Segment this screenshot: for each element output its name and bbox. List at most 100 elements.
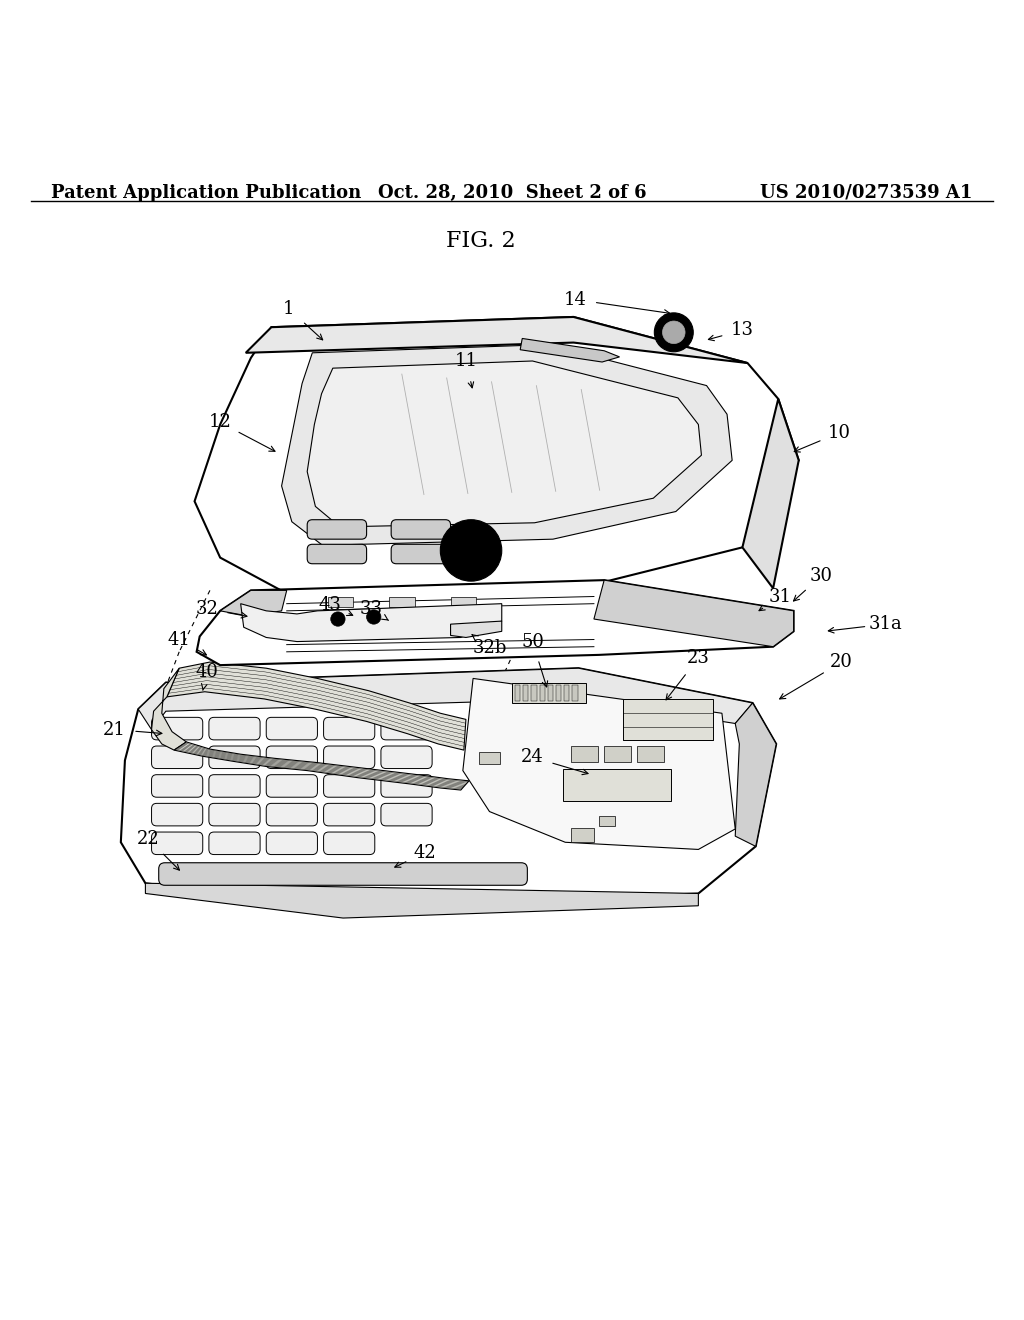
Bar: [451, 597, 476, 607]
Text: FIG. 2: FIG. 2: [446, 230, 516, 252]
Bar: [556, 685, 561, 701]
FancyBboxPatch shape: [391, 544, 451, 564]
Text: 13: 13: [731, 321, 754, 339]
FancyBboxPatch shape: [209, 804, 260, 826]
Polygon shape: [145, 883, 698, 917]
Bar: [637, 746, 664, 763]
Text: 31a: 31a: [869, 615, 902, 634]
Text: Oct. 28, 2010  Sheet 2 of 6: Oct. 28, 2010 Sheet 2 of 6: [378, 183, 646, 202]
Polygon shape: [167, 663, 466, 750]
FancyBboxPatch shape: [209, 717, 260, 741]
Text: 1: 1: [283, 300, 295, 318]
Text: Patent Application Publication: Patent Application Publication: [51, 183, 361, 202]
Text: 22: 22: [137, 830, 160, 849]
FancyBboxPatch shape: [381, 775, 432, 797]
Bar: [328, 597, 353, 607]
Bar: [564, 685, 569, 701]
Circle shape: [331, 612, 345, 626]
Polygon shape: [246, 317, 748, 363]
Text: 41: 41: [168, 631, 190, 648]
FancyBboxPatch shape: [159, 863, 527, 886]
Text: 50: 50: [521, 632, 544, 651]
FancyBboxPatch shape: [381, 804, 432, 826]
Circle shape: [455, 535, 487, 566]
Bar: [479, 752, 500, 764]
Bar: [531, 685, 537, 701]
FancyBboxPatch shape: [152, 775, 203, 797]
FancyBboxPatch shape: [324, 717, 375, 741]
Polygon shape: [594, 579, 794, 647]
Polygon shape: [121, 668, 776, 908]
FancyBboxPatch shape: [324, 746, 375, 768]
Bar: [623, 698, 713, 741]
Text: 31: 31: [769, 587, 792, 606]
FancyBboxPatch shape: [209, 775, 260, 797]
Bar: [523, 685, 528, 701]
Bar: [515, 685, 520, 701]
FancyBboxPatch shape: [307, 544, 367, 564]
Circle shape: [440, 520, 502, 581]
Bar: [571, 746, 598, 763]
Polygon shape: [174, 742, 469, 791]
Bar: [512, 682, 586, 704]
Polygon shape: [451, 622, 502, 638]
Polygon shape: [197, 579, 794, 665]
Text: 21: 21: [103, 721, 126, 739]
Text: 33: 33: [359, 599, 382, 618]
Text: 11: 11: [455, 352, 477, 370]
FancyBboxPatch shape: [381, 717, 432, 741]
Bar: [599, 816, 615, 826]
FancyBboxPatch shape: [324, 832, 375, 854]
Polygon shape: [220, 590, 287, 616]
Text: 23: 23: [687, 649, 710, 667]
Polygon shape: [742, 399, 799, 589]
FancyBboxPatch shape: [266, 775, 317, 797]
Text: 32b: 32b: [472, 639, 507, 657]
Polygon shape: [282, 345, 732, 545]
FancyBboxPatch shape: [324, 775, 375, 797]
FancyBboxPatch shape: [152, 804, 203, 826]
Text: 30: 30: [810, 568, 833, 585]
FancyBboxPatch shape: [381, 746, 432, 768]
Bar: [540, 685, 545, 701]
FancyBboxPatch shape: [152, 717, 203, 741]
FancyBboxPatch shape: [391, 520, 451, 539]
Text: 14: 14: [564, 290, 587, 309]
Circle shape: [367, 610, 381, 624]
FancyBboxPatch shape: [209, 832, 260, 854]
FancyBboxPatch shape: [209, 746, 260, 768]
FancyBboxPatch shape: [324, 804, 375, 826]
FancyBboxPatch shape: [266, 804, 317, 826]
Circle shape: [654, 313, 693, 351]
FancyBboxPatch shape: [307, 520, 367, 539]
Polygon shape: [152, 668, 186, 750]
FancyBboxPatch shape: [152, 832, 203, 854]
Bar: [563, 768, 671, 801]
Text: 42: 42: [414, 843, 436, 862]
Text: 10: 10: [828, 424, 851, 442]
Text: 12: 12: [209, 413, 231, 432]
Bar: [389, 597, 415, 607]
Circle shape: [663, 321, 685, 343]
Text: 40: 40: [196, 663, 218, 681]
FancyBboxPatch shape: [152, 746, 203, 768]
Text: 43: 43: [318, 595, 341, 614]
FancyBboxPatch shape: [266, 832, 317, 854]
Text: 32: 32: [196, 599, 218, 618]
Polygon shape: [195, 317, 799, 594]
Polygon shape: [241, 603, 502, 642]
Text: 24: 24: [521, 748, 544, 767]
Polygon shape: [307, 360, 701, 527]
Polygon shape: [138, 668, 753, 730]
FancyBboxPatch shape: [266, 746, 317, 768]
Polygon shape: [520, 338, 620, 362]
Polygon shape: [735, 704, 776, 846]
Bar: [572, 685, 578, 701]
FancyBboxPatch shape: [266, 717, 317, 741]
Text: US 2010/0273539 A1: US 2010/0273539 A1: [761, 183, 973, 202]
Bar: [548, 685, 553, 701]
Bar: [571, 828, 594, 842]
Polygon shape: [463, 678, 735, 850]
Text: 20: 20: [830, 653, 853, 671]
Bar: [604, 746, 631, 763]
